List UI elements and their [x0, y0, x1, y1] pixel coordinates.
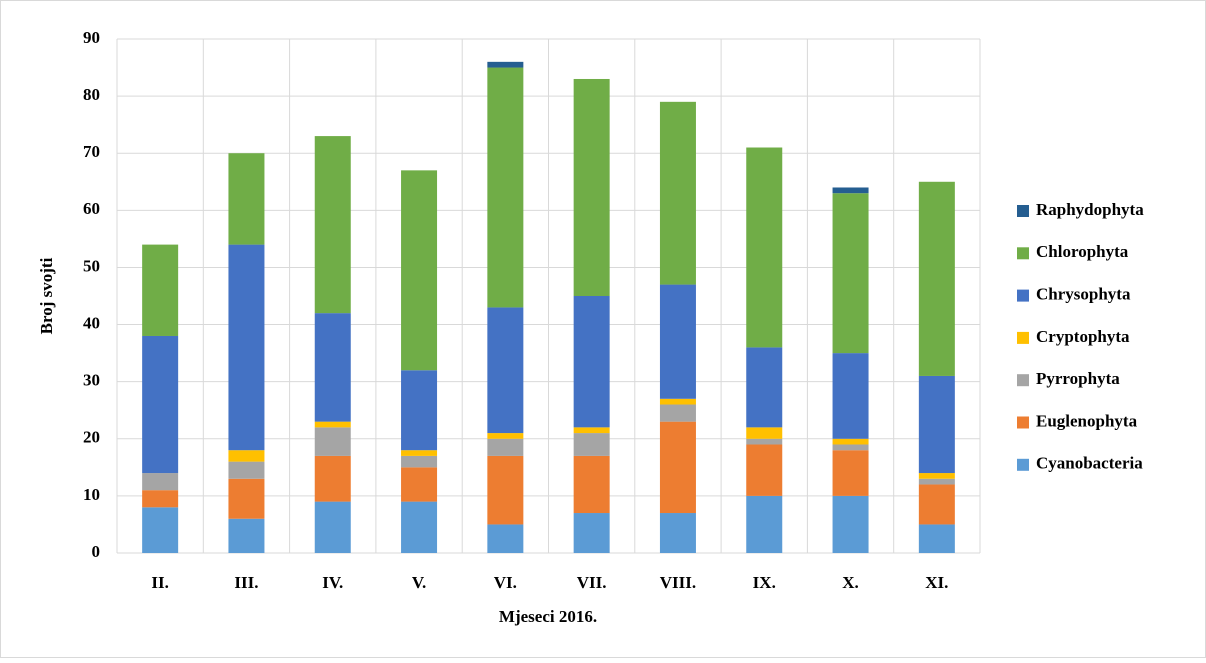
legend-swatch [1017, 416, 1029, 429]
bar-segment [487, 438, 524, 456]
legend-label: Chlorophyta [1036, 242, 1129, 261]
bar-segment [401, 370, 438, 451]
legend-swatch [1017, 374, 1029, 387]
x-tick-label: XI. [925, 573, 948, 592]
y-tick-label: 40 [83, 313, 100, 332]
bar-segment [832, 450, 869, 496]
bar-segment [228, 478, 265, 519]
bar-segment [746, 495, 783, 553]
bar-segment [573, 296, 610, 428]
y-tick-label: 90 [83, 28, 100, 47]
y-tick-label: 30 [83, 371, 100, 390]
bar-segment [142, 335, 179, 474]
y-tick-label: 70 [83, 142, 100, 161]
bar-segment [314, 501, 351, 553]
bar-segment [832, 187, 869, 194]
bar-segment [573, 455, 610, 514]
x-tick-label: II. [151, 573, 168, 592]
x-axis-label: Mjeseci 2016. [499, 607, 597, 626]
bar-segment [142, 244, 179, 336]
bar-segment [401, 467, 438, 502]
y-tick-label: 0 [92, 542, 101, 561]
bar-segment [228, 450, 265, 462]
bar-segment [659, 513, 696, 553]
bar-segment [314, 455, 351, 502]
bar-segment [314, 313, 351, 422]
bar-segment [487, 67, 524, 308]
y-tick-label: 20 [83, 428, 100, 447]
bar-segment [832, 444, 869, 451]
legend-swatch [1017, 205, 1029, 217]
bar-segment [228, 153, 265, 245]
bar-segment [659, 421, 696, 514]
bar-segment [142, 473, 179, 491]
bar-segment [918, 181, 955, 376]
bar-segment [918, 484, 955, 525]
bar-segment [659, 284, 696, 399]
bar-segment [832, 495, 869, 553]
bar-segment [918, 375, 955, 474]
bar-segment [918, 478, 955, 485]
legend-label: Cyanobacteria [1036, 454, 1143, 473]
bar-segment [918, 473, 955, 479]
bar-segment [142, 490, 179, 508]
bar-segment [746, 427, 783, 439]
x-tick-label: VII. [577, 573, 607, 592]
bar-segment [314, 136, 351, 314]
bar-segment [573, 427, 610, 434]
bar-segment [487, 307, 524, 434]
bar-segment [573, 433, 610, 456]
bar-segment [228, 244, 265, 451]
bar-segment [228, 518, 265, 553]
y-tick-label: 60 [83, 199, 100, 218]
x-tick-label: IX. [753, 573, 776, 592]
x-tick-label: IV. [322, 573, 343, 592]
bar-segment [832, 193, 869, 354]
bar-segment [573, 78, 610, 296]
legend-label: Cryptophyta [1036, 327, 1130, 346]
bar-segment [487, 455, 524, 525]
bar-segment [832, 353, 869, 439]
legend-label: Chrysophyta [1036, 285, 1131, 304]
bar-segment [746, 444, 783, 496]
y-tick-label: 50 [83, 256, 100, 275]
bar-segment [746, 147, 783, 348]
bar-segment [401, 170, 438, 371]
bar-segment [401, 501, 438, 553]
bar-segment [314, 421, 351, 428]
x-tick-label: VI. [494, 573, 517, 592]
legend-swatch [1017, 289, 1029, 302]
legend-label: Raphydophyta [1036, 200, 1144, 219]
legend-label: Euglenophyta [1036, 411, 1138, 430]
bar-segment [401, 455, 438, 468]
bar-segment [314, 427, 351, 456]
bar-segment [142, 507, 179, 553]
bar-segment [401, 450, 438, 456]
y-axis-label: Broj svojti [37, 257, 56, 334]
bar-segment [487, 61, 524, 68]
bar-segment [573, 513, 610, 553]
legend-label: Pyrrophyta [1036, 369, 1120, 388]
bar-segment [746, 438, 783, 445]
legend-swatch [1017, 458, 1029, 471]
bar-segment [659, 101, 696, 285]
y-tick-label: 10 [83, 485, 100, 504]
bar-segment [228, 461, 265, 479]
bar-segment [746, 347, 783, 428]
y-tick-label: 80 [83, 85, 100, 104]
bar-segment [659, 404, 696, 422]
bar-segment [487, 433, 524, 439]
bar-segment [659, 398, 696, 405]
bar-segment [832, 438, 869, 445]
x-tick-label: III. [234, 573, 258, 592]
x-tick-label: VIII. [660, 573, 696, 592]
legend-swatch [1017, 331, 1029, 344]
bar-segment [918, 524, 955, 553]
x-tick-label: X. [842, 573, 859, 592]
legend-swatch [1017, 247, 1029, 260]
x-tick-label: V. [412, 573, 426, 592]
bar-segment [487, 524, 524, 553]
